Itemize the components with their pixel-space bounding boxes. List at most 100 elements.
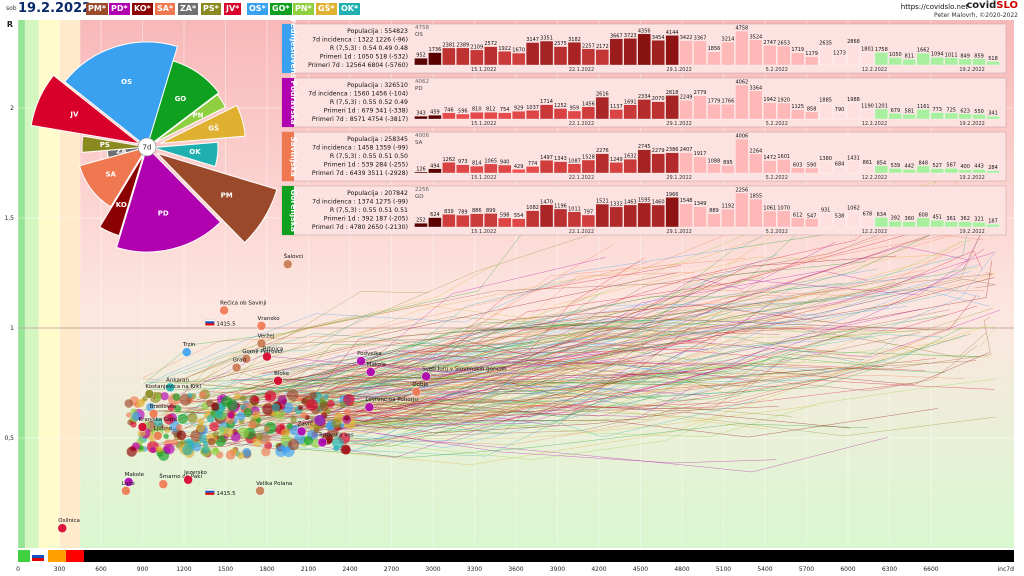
bar xyxy=(944,221,958,228)
bar xyxy=(846,44,861,66)
brand-part2: SLO xyxy=(996,0,1018,11)
point-label: Kranjska Gora xyxy=(139,417,178,423)
region-tag[interactable]: OK* xyxy=(339,3,361,15)
pie-slice xyxy=(30,74,141,145)
cluster-point xyxy=(160,392,169,401)
cluster-point xyxy=(275,445,287,458)
scale-strip-segment xyxy=(66,550,84,562)
region-tag[interactable]: PD* xyxy=(109,3,130,15)
y-axis-label: R xyxy=(7,20,13,29)
bar-value-label: 1942 xyxy=(763,97,776,103)
region-stat: 7d incidenca : 1458 1359 (-99) xyxy=(312,145,408,152)
bar xyxy=(414,223,428,228)
region-tab-label: Osrednjeslovenska xyxy=(289,8,298,88)
bar xyxy=(595,153,609,174)
bar xyxy=(818,161,833,174)
scatter-point xyxy=(262,351,272,362)
brand-part1: covid xyxy=(966,0,997,11)
region-tag[interactable]: GO* xyxy=(270,3,292,15)
bar-value-label: 789 xyxy=(458,210,468,216)
cluster-point xyxy=(340,444,351,455)
cluster-point xyxy=(124,399,134,408)
trajectory-line xyxy=(251,314,893,428)
cluster-point xyxy=(174,405,182,413)
trajectory-line xyxy=(171,397,779,447)
region-stat: R (7,5,3) : 0.55 0.51 0.51 xyxy=(330,207,408,214)
region-tag[interactable]: SA* xyxy=(155,3,176,15)
bar xyxy=(525,166,540,174)
bar-date-label: 5.2.2022 xyxy=(766,67,788,73)
bar xyxy=(902,59,916,66)
background-band xyxy=(38,20,60,548)
bar xyxy=(860,165,875,174)
region-tab-label: Podravska xyxy=(289,80,298,124)
cluster-point xyxy=(163,433,169,439)
bar xyxy=(553,161,568,174)
bar xyxy=(944,112,958,120)
region-tag[interactable]: JV* xyxy=(224,3,242,15)
pie-slice-label: KO xyxy=(116,201,127,209)
bar-value-label: 2070 xyxy=(652,96,665,102)
cluster-point xyxy=(344,415,350,421)
bar xyxy=(470,165,484,174)
trajectory-line xyxy=(235,353,737,417)
trajectory-line xyxy=(264,360,977,430)
bar-date-label: 22.1.2022 xyxy=(569,175,594,181)
bar-value-label: 2818 xyxy=(666,90,679,96)
bar-value-label: 1252 xyxy=(554,103,567,109)
bar-value-label: 494 xyxy=(430,163,440,169)
x-tick-label: 3600 xyxy=(508,566,523,573)
bar-value-label: 810 xyxy=(472,107,482,113)
bar-value-label: 3667 xyxy=(610,33,623,39)
bar xyxy=(470,213,484,228)
bar xyxy=(665,95,679,120)
site-url[interactable]: https://covidslo.net xyxy=(900,3,968,11)
trajectory-line xyxy=(258,350,979,391)
bar-value-label: 973 xyxy=(458,159,468,165)
trajectory-line xyxy=(192,291,429,376)
region-tag[interactable]: KO* xyxy=(132,3,153,15)
region-tag[interactable]: PM* xyxy=(86,3,109,15)
region-tag[interactable]: OS* xyxy=(247,3,268,15)
cluster-point xyxy=(210,402,220,412)
cluster-point xyxy=(288,439,300,451)
bar xyxy=(456,164,470,174)
background-band xyxy=(24,20,39,548)
region-tag[interactable]: ZA* xyxy=(178,3,199,15)
trajectory-line xyxy=(319,285,964,405)
bar xyxy=(679,203,693,228)
region-bar-panels: Osrednjeslovenska Populacija : 554823 7d i… xyxy=(281,8,1007,236)
bar-value-label: 940 xyxy=(500,160,510,166)
bar-value-label: 362 xyxy=(960,216,970,222)
region-tag[interactable]: PS* xyxy=(201,3,221,15)
region-tag[interactable]: PN* xyxy=(293,3,314,15)
bar-value-label: 2257 xyxy=(582,43,595,49)
pie-slice-label: GO xyxy=(175,95,187,103)
bar xyxy=(874,165,889,174)
scatter-point xyxy=(121,486,131,496)
bar xyxy=(749,39,763,66)
scatter-point xyxy=(296,426,307,437)
bar xyxy=(916,52,930,66)
bar xyxy=(553,46,568,66)
bar-date-label: 22.1.2022 xyxy=(569,121,594,127)
x-tick-label: 600 xyxy=(95,566,107,573)
bar xyxy=(805,167,819,174)
bar xyxy=(763,45,777,66)
bar xyxy=(902,113,916,120)
bar-value-label: 1190 xyxy=(861,104,874,110)
bar-value-label: 859 xyxy=(974,53,984,59)
bar-date-label: 5.2.2022 xyxy=(766,229,788,235)
region-stat: R (7,5,3) : 0.54 0.49 0.48 xyxy=(330,45,408,52)
bar xyxy=(651,204,665,228)
scale-strip-segment xyxy=(18,550,30,562)
bar-value-label: 1456 xyxy=(582,101,595,107)
region-tag[interactable]: GŠ* xyxy=(316,3,337,15)
cluster-point xyxy=(261,447,271,457)
axes: 0 300 600 900 1200 1500 1800 2100 2400 2700 3000 33… xyxy=(4,20,1014,573)
bar xyxy=(595,49,609,66)
cluster-point xyxy=(319,401,329,412)
cluster-point xyxy=(296,396,303,402)
pie-slice xyxy=(160,104,246,144)
